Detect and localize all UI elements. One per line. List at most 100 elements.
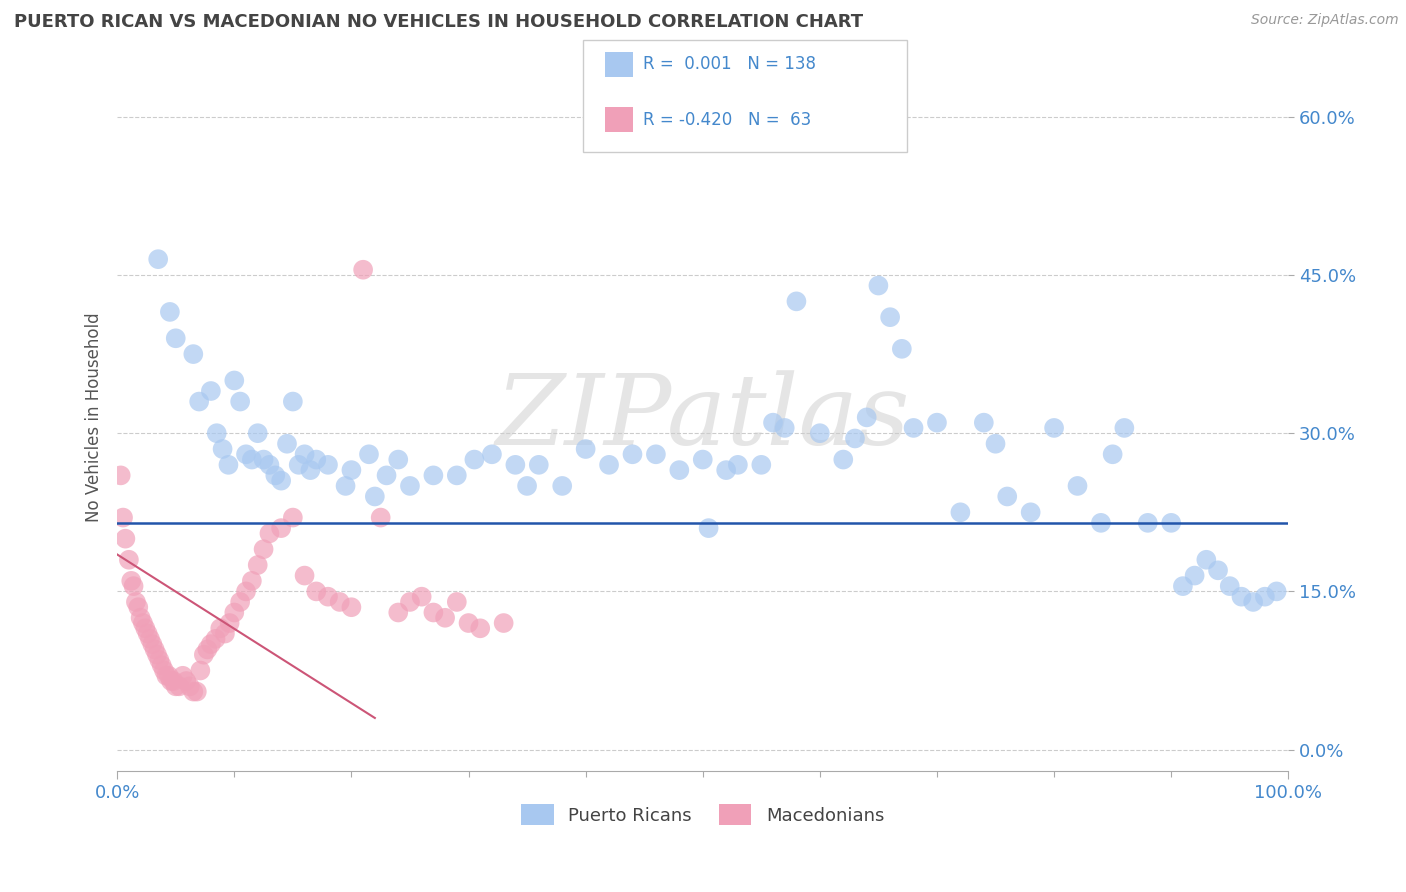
Point: [148, 653, 170, 667]
Point: [1195, 553, 1218, 567]
Point: [193, 648, 215, 662]
Point: [229, 394, 252, 409]
Point: [186, 684, 208, 698]
Point: [370, 510, 392, 524]
Point: [1090, 516, 1112, 530]
Point: [129, 611, 152, 625]
Point: [181, 684, 204, 698]
Point: [1043, 421, 1066, 435]
Point: [340, 600, 363, 615]
Point: [399, 479, 422, 493]
Point: [1101, 447, 1123, 461]
Point: [174, 674, 197, 689]
Point: [1219, 579, 1241, 593]
Point: [890, 342, 912, 356]
Point: [276, 436, 298, 450]
Point: [134, 621, 156, 635]
Point: [179, 679, 201, 693]
Point: [150, 658, 173, 673]
Point: [492, 615, 515, 630]
Point: [762, 416, 785, 430]
Point: [112, 510, 135, 524]
Point: [505, 458, 527, 472]
Point: [157, 669, 180, 683]
Point: [200, 637, 222, 651]
Point: [125, 595, 148, 609]
Point: [1019, 505, 1042, 519]
Point: [240, 574, 263, 588]
Point: [1206, 563, 1229, 577]
Point: [335, 479, 357, 493]
Point: [122, 579, 145, 593]
Point: [188, 664, 211, 678]
Point: [127, 600, 149, 615]
Point: [132, 615, 155, 630]
Point: [143, 642, 166, 657]
Point: [153, 664, 176, 678]
Point: [159, 305, 181, 319]
Text: R = -0.420   N =  63: R = -0.420 N = 63: [643, 111, 811, 128]
Point: [714, 463, 737, 477]
Point: [422, 468, 444, 483]
Point: [155, 669, 177, 683]
Point: [434, 611, 457, 625]
Point: [1160, 516, 1182, 530]
Point: [1114, 421, 1136, 435]
Point: [246, 558, 269, 572]
Point: [259, 458, 281, 472]
Point: [375, 468, 398, 483]
Point: [305, 584, 328, 599]
Point: [1230, 590, 1253, 604]
Point: [316, 590, 339, 604]
Point: [141, 637, 163, 651]
Point: [281, 394, 304, 409]
Point: [697, 521, 720, 535]
Point: [1241, 595, 1264, 609]
Point: [305, 452, 328, 467]
Point: [575, 442, 598, 456]
Text: PUERTO RICAN VS MACEDONIAN NO VEHICLES IN HOUSEHOLD CORRELATION CHART: PUERTO RICAN VS MACEDONIAN NO VEHICLES I…: [14, 13, 863, 31]
Point: [1184, 568, 1206, 582]
Point: [167, 679, 190, 693]
Point: [264, 468, 287, 483]
Text: ZIPatlas: ZIPatlas: [495, 369, 910, 465]
Text: Source: ZipAtlas.com: Source: ZipAtlas.com: [1251, 13, 1399, 28]
Point: [470, 621, 492, 635]
Point: [364, 490, 387, 504]
Point: [868, 278, 890, 293]
Point: [1265, 584, 1288, 599]
Point: [218, 615, 240, 630]
Point: [598, 458, 620, 472]
Point: [422, 606, 444, 620]
Point: [162, 674, 184, 689]
Point: [181, 347, 204, 361]
Point: [214, 626, 236, 640]
Point: [316, 458, 339, 472]
Point: [973, 416, 995, 430]
Point: [903, 421, 925, 435]
Point: [551, 479, 574, 493]
Point: [645, 447, 668, 461]
Point: [224, 606, 246, 620]
Point: [399, 595, 422, 609]
Point: [1066, 479, 1088, 493]
Point: [749, 458, 772, 472]
Point: [195, 642, 218, 657]
Point: [235, 447, 257, 461]
Point: [832, 452, 855, 467]
Point: [287, 458, 309, 472]
Point: [527, 458, 550, 472]
Point: [1254, 590, 1277, 604]
Point: [516, 479, 538, 493]
Point: [855, 410, 877, 425]
Y-axis label: No Vehicles in Household: No Vehicles in Household: [86, 312, 103, 522]
Point: [299, 463, 322, 477]
Point: [1171, 579, 1194, 593]
Point: [160, 674, 183, 689]
Point: [463, 452, 485, 467]
Point: [727, 458, 749, 472]
Point: [165, 331, 187, 345]
Point: [949, 505, 972, 519]
Point: [387, 606, 409, 620]
Point: [692, 452, 714, 467]
